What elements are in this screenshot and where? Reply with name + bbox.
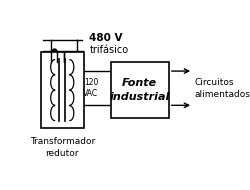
Bar — [41, 52, 84, 128]
Text: 120
VAC: 120 VAC — [83, 78, 98, 98]
Text: trifásico: trifásico — [90, 45, 128, 55]
Text: 480 V: 480 V — [90, 33, 123, 43]
Text: Transformador
redutor: Transformador redutor — [30, 137, 95, 158]
Text: Fonte
industrial: Fonte industrial — [110, 78, 170, 102]
Text: Circuitos
alimentados: Circuitos alimentados — [195, 78, 250, 99]
Bar — [111, 62, 169, 118]
